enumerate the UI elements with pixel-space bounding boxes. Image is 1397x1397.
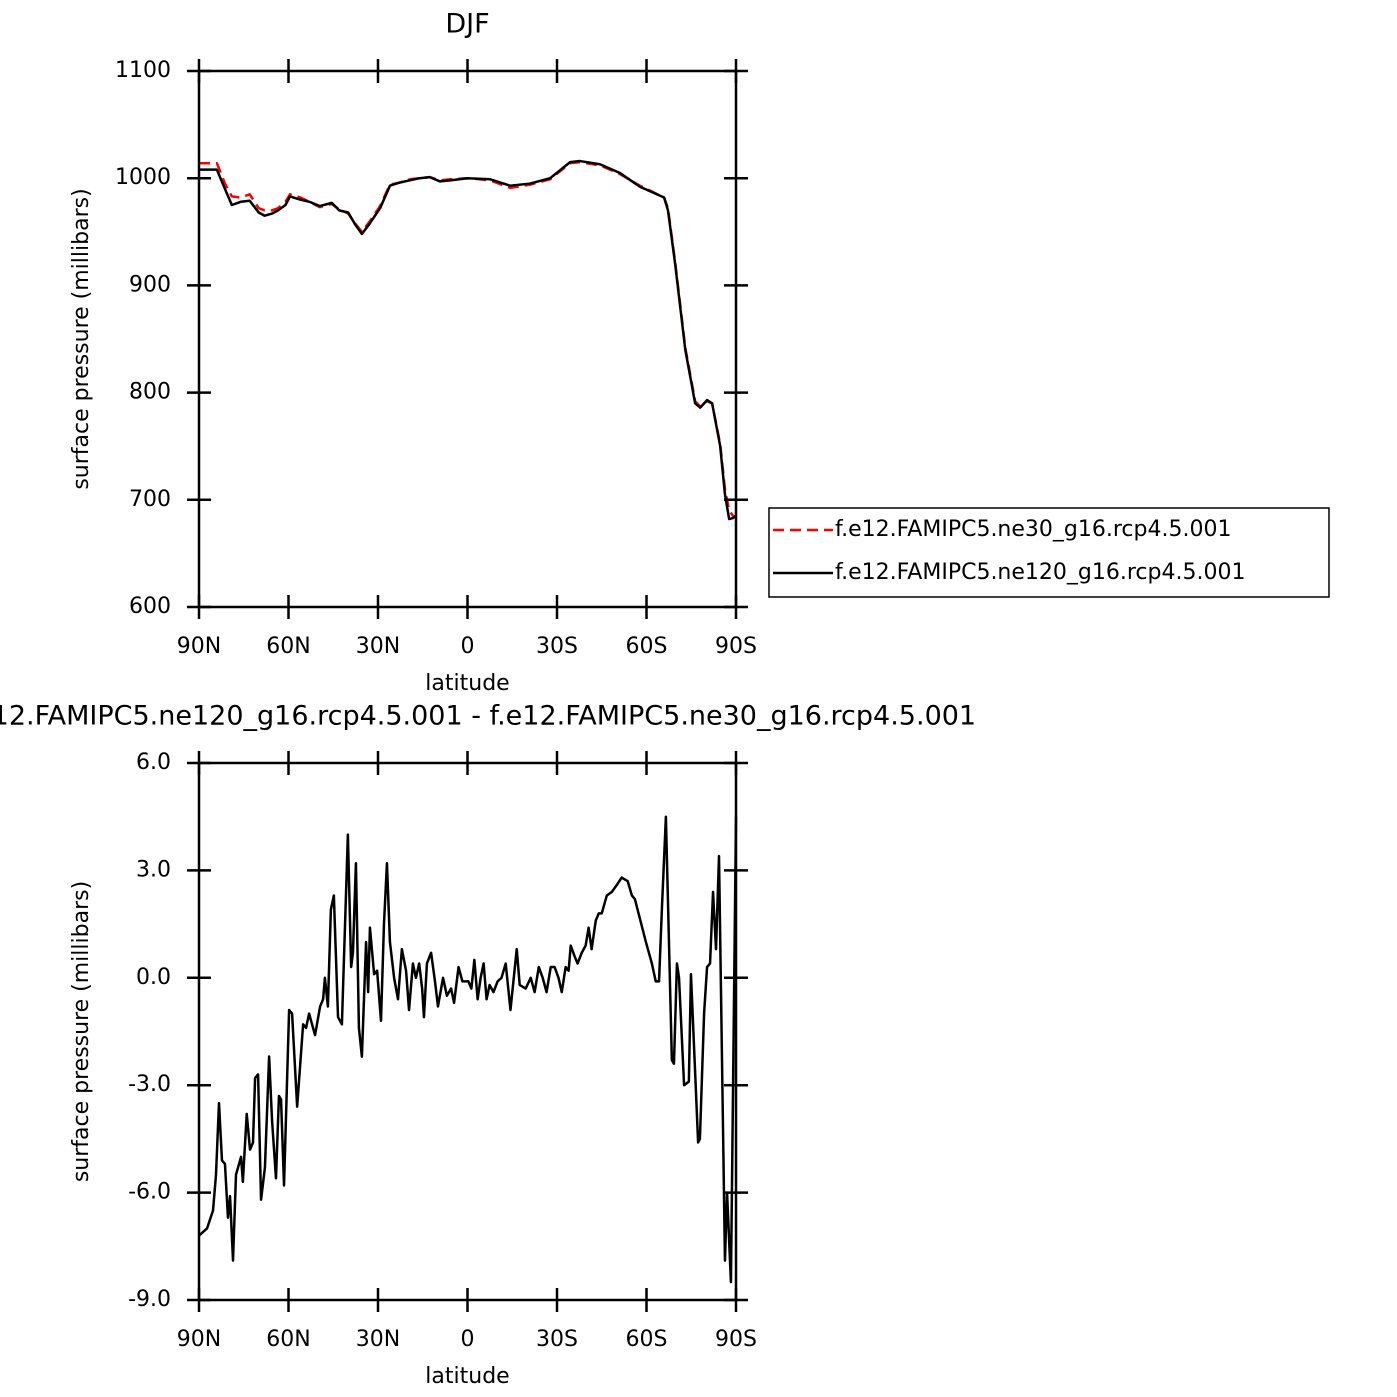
y-tick-label: 800: [129, 380, 171, 405]
x-tick-label: 0: [461, 1327, 475, 1352]
y-tick-label: 600: [129, 594, 171, 619]
y-tick-label: -3.0: [128, 1072, 171, 1097]
x-tick-label: 90N: [177, 1327, 221, 1352]
y-axis-label: surface pressure (millibars): [69, 881, 94, 1182]
x-tick-label: 90S: [715, 634, 757, 659]
x-tick-label: 30S: [536, 634, 578, 659]
x-tick-label: 60S: [626, 1327, 668, 1352]
x-axis-label: latitude: [425, 671, 509, 696]
y-tick-label: 1100: [115, 58, 171, 83]
data-line: [199, 159, 737, 521]
plot-frame: [197, 761, 738, 1302]
x-tick-label: 30N: [356, 1327, 400, 1352]
x-axis-label: latitude: [425, 1364, 509, 1389]
y-tick-label: 1000: [115, 165, 171, 190]
x-tick-label: 60S: [626, 634, 668, 659]
y-tick-label: 6.0: [136, 750, 171, 775]
chart-title: DJF: [445, 9, 489, 40]
data-line: [199, 160, 737, 519]
x-tick-label: 60N: [266, 634, 310, 659]
x-tick-label: 90S: [715, 1327, 757, 1352]
y-tick-label: 3.0: [136, 857, 171, 882]
y-tick-label: 700: [129, 487, 171, 512]
x-tick-label: 0: [461, 634, 475, 659]
x-tick-label: 30N: [356, 634, 400, 659]
chart-title: f.e12.FAMIPC5.ne120_g16.rcp4.5.001 - f.e…: [0, 701, 976, 732]
x-tick-label: 90N: [177, 634, 221, 659]
legend-box: [768, 507, 1330, 598]
y-tick-label: 900: [129, 272, 171, 297]
legend-label: f.e12.FAMIPC5.ne30_g16.rcp4.5.001: [835, 517, 1231, 542]
x-tick-label: 60N: [266, 1327, 310, 1352]
y-tick-label: -9.0: [128, 1287, 171, 1312]
data-line: [198, 815, 738, 1284]
x-tick-label: 30S: [536, 1327, 578, 1352]
y-tick-label: 0.0: [136, 965, 171, 990]
legend-label: f.e12.FAMIPC5.ne120_g16.rcp4.5.001: [835, 560, 1245, 585]
plot-frame: [197, 69, 738, 609]
y-tick-label: -6.0: [128, 1180, 171, 1205]
y-axis-label: surface pressure (millibars): [69, 188, 94, 489]
